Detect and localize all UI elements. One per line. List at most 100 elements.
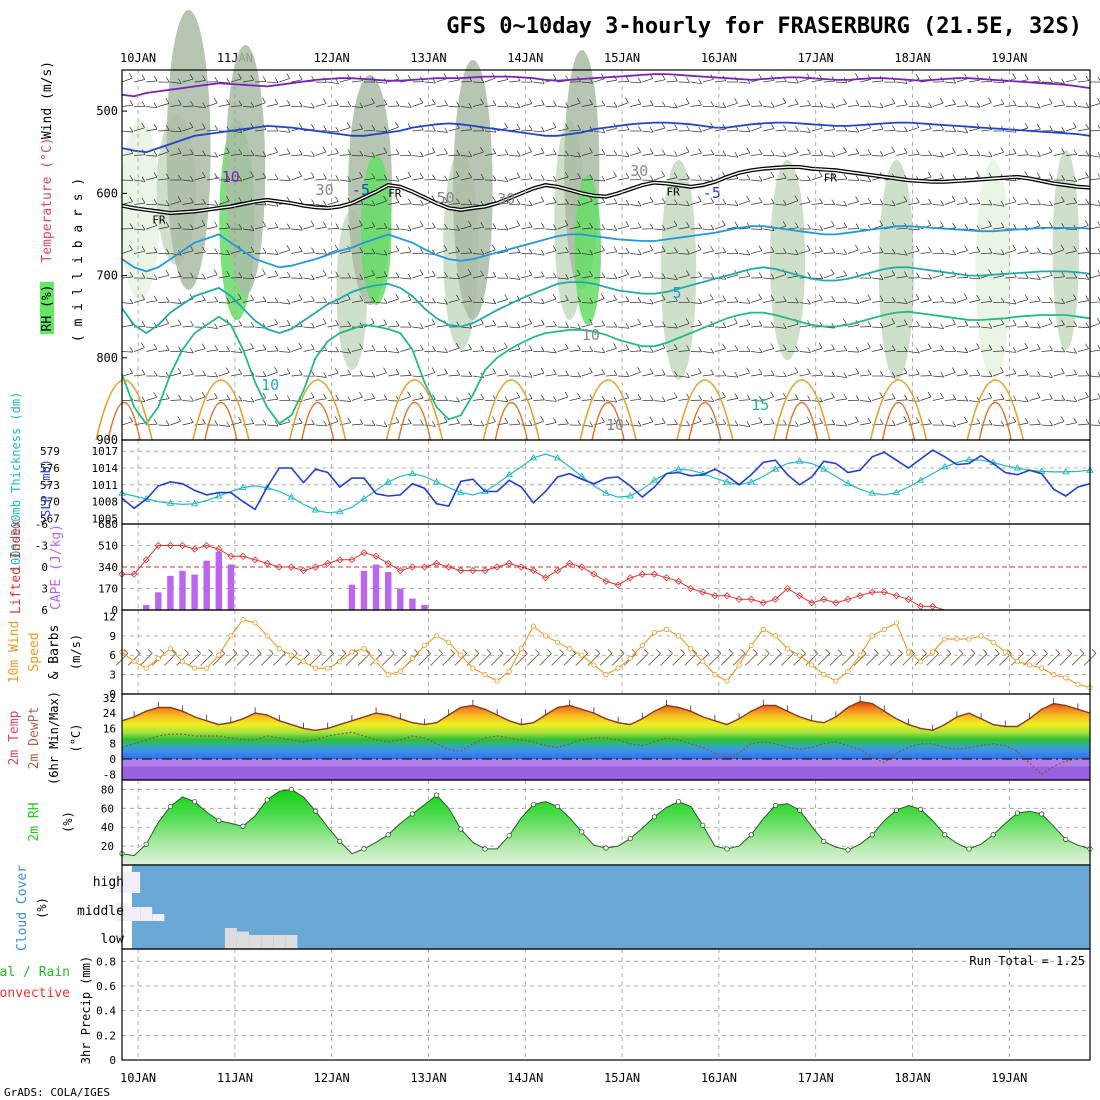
wind-barb xyxy=(944,424,956,427)
wind-barb-flag xyxy=(952,421,957,427)
wind-barb-flag xyxy=(819,396,823,403)
wind-barb xyxy=(1089,103,1100,107)
rh-shading-region xyxy=(1052,150,1080,350)
rh-shading-region xyxy=(661,160,697,380)
wind-barb-flag xyxy=(589,421,594,427)
wind-barb-flag xyxy=(310,344,315,350)
wind-barb xyxy=(182,373,194,377)
wind-speed-point xyxy=(567,646,573,652)
lifted-index-point xyxy=(517,563,525,571)
wind-barb xyxy=(303,300,315,303)
wind-barb xyxy=(763,106,775,108)
wind-barb xyxy=(134,228,146,231)
wind-barb-flag xyxy=(153,370,158,377)
wind-barb-flag xyxy=(1073,74,1077,80)
wind-barb-flag xyxy=(335,346,340,353)
ylabel-precip-units: 3hr Precip (mm) xyxy=(79,956,93,1064)
wind-barb xyxy=(1065,78,1077,83)
contour-5 xyxy=(121,225,1091,273)
wind-barb-flag xyxy=(928,150,932,156)
wind-barb-flag xyxy=(976,418,981,424)
wind-barb-flag xyxy=(504,176,509,182)
wind-barb-flag xyxy=(831,103,836,109)
wind-barb-flag xyxy=(867,294,872,300)
wind-barb xyxy=(847,249,859,254)
wind-barb-flag xyxy=(721,220,726,226)
wind-speed-point xyxy=(530,623,537,629)
wind-barb-flag xyxy=(565,123,569,129)
surface-wind-barb-flag xyxy=(123,649,129,654)
wind-barb-flag xyxy=(528,173,533,179)
wind-barb-flag xyxy=(1012,347,1017,353)
wind-barb-flag xyxy=(891,372,896,378)
wind-barb-flag xyxy=(588,367,593,373)
wind-barb-flag xyxy=(1061,78,1065,84)
wind-barb-flag xyxy=(1012,298,1017,305)
wind-barb xyxy=(194,396,206,401)
wind-barb xyxy=(630,371,641,377)
wind-barb-flag xyxy=(141,396,146,402)
wind-barb-flag xyxy=(129,368,134,374)
wind-barb xyxy=(363,129,376,132)
lifted-index-point xyxy=(820,595,828,603)
wind-barb xyxy=(424,103,436,107)
wind-barb xyxy=(521,274,532,279)
bottom-date-axis: 10JAN 11JAN 12JAN 13JAN 14JAN 15JAN 16JAN 17JAN… xyxy=(120,1071,1027,1085)
wind-barb-flag xyxy=(770,246,775,253)
wind-barb-flag xyxy=(395,272,400,278)
wind-barb xyxy=(726,375,738,378)
surface-wind-barb-flag xyxy=(970,649,976,654)
wind-barb xyxy=(351,277,363,280)
wind-barb xyxy=(605,277,618,280)
credit-text: GrADS: COLA/IGES xyxy=(4,1086,110,1099)
wind-barb xyxy=(605,106,618,108)
y-tick-label: 16 xyxy=(103,722,116,735)
wind-barb xyxy=(218,302,230,304)
wind-barb-flag xyxy=(613,321,618,328)
contour-20-arc xyxy=(676,379,734,441)
wind-barb xyxy=(1029,326,1041,329)
wind-barb xyxy=(763,176,774,181)
wind-barb-flag xyxy=(685,318,690,324)
surface-wind-barb-flag xyxy=(523,649,528,654)
wind-barb xyxy=(521,323,532,328)
ylabel-rh-units: (%) xyxy=(61,811,75,833)
wind-speed-point xyxy=(1051,672,1057,678)
wind-barb-flag xyxy=(1085,123,1090,130)
wind-barb-flag xyxy=(189,74,194,80)
wind-barb xyxy=(182,250,194,254)
wind-barb-flag xyxy=(1036,344,1041,350)
wind-barb xyxy=(956,277,968,279)
wind-barb-flag xyxy=(444,100,448,106)
wind-barb xyxy=(1053,130,1065,133)
wind-barb-flag xyxy=(202,123,206,129)
contour-25-arc xyxy=(494,402,528,441)
wind-barb-flag xyxy=(807,100,811,106)
wind-barb xyxy=(835,398,847,401)
wind-barb xyxy=(593,78,605,83)
wind-barb xyxy=(170,420,181,426)
wind-barb xyxy=(835,151,847,156)
wind-barb-flag xyxy=(432,126,436,132)
wind-barb-flag xyxy=(649,347,654,353)
cloud-bar xyxy=(152,914,165,921)
wind-barb-flag xyxy=(674,274,678,280)
wind-speed-point xyxy=(833,678,839,684)
wind-speed-point xyxy=(663,626,670,632)
wind-speed-point xyxy=(615,665,621,671)
wind-barb-flag xyxy=(722,343,726,349)
wind-barb xyxy=(412,397,424,401)
surface-wind-barb-flag xyxy=(389,649,395,654)
wind-barb xyxy=(460,177,472,181)
wind-barb-flag xyxy=(1012,368,1017,374)
wind-barb xyxy=(835,178,847,181)
cloud-bar xyxy=(261,935,274,949)
wind-barb-flag xyxy=(432,345,436,352)
wind-barb-flag xyxy=(310,392,315,398)
surface-wind-barb-flag xyxy=(668,649,673,654)
wind-barb xyxy=(315,151,327,156)
wind-barb-flag xyxy=(927,343,932,349)
wind-barb-flag xyxy=(637,318,642,325)
wind-barb xyxy=(787,275,799,279)
